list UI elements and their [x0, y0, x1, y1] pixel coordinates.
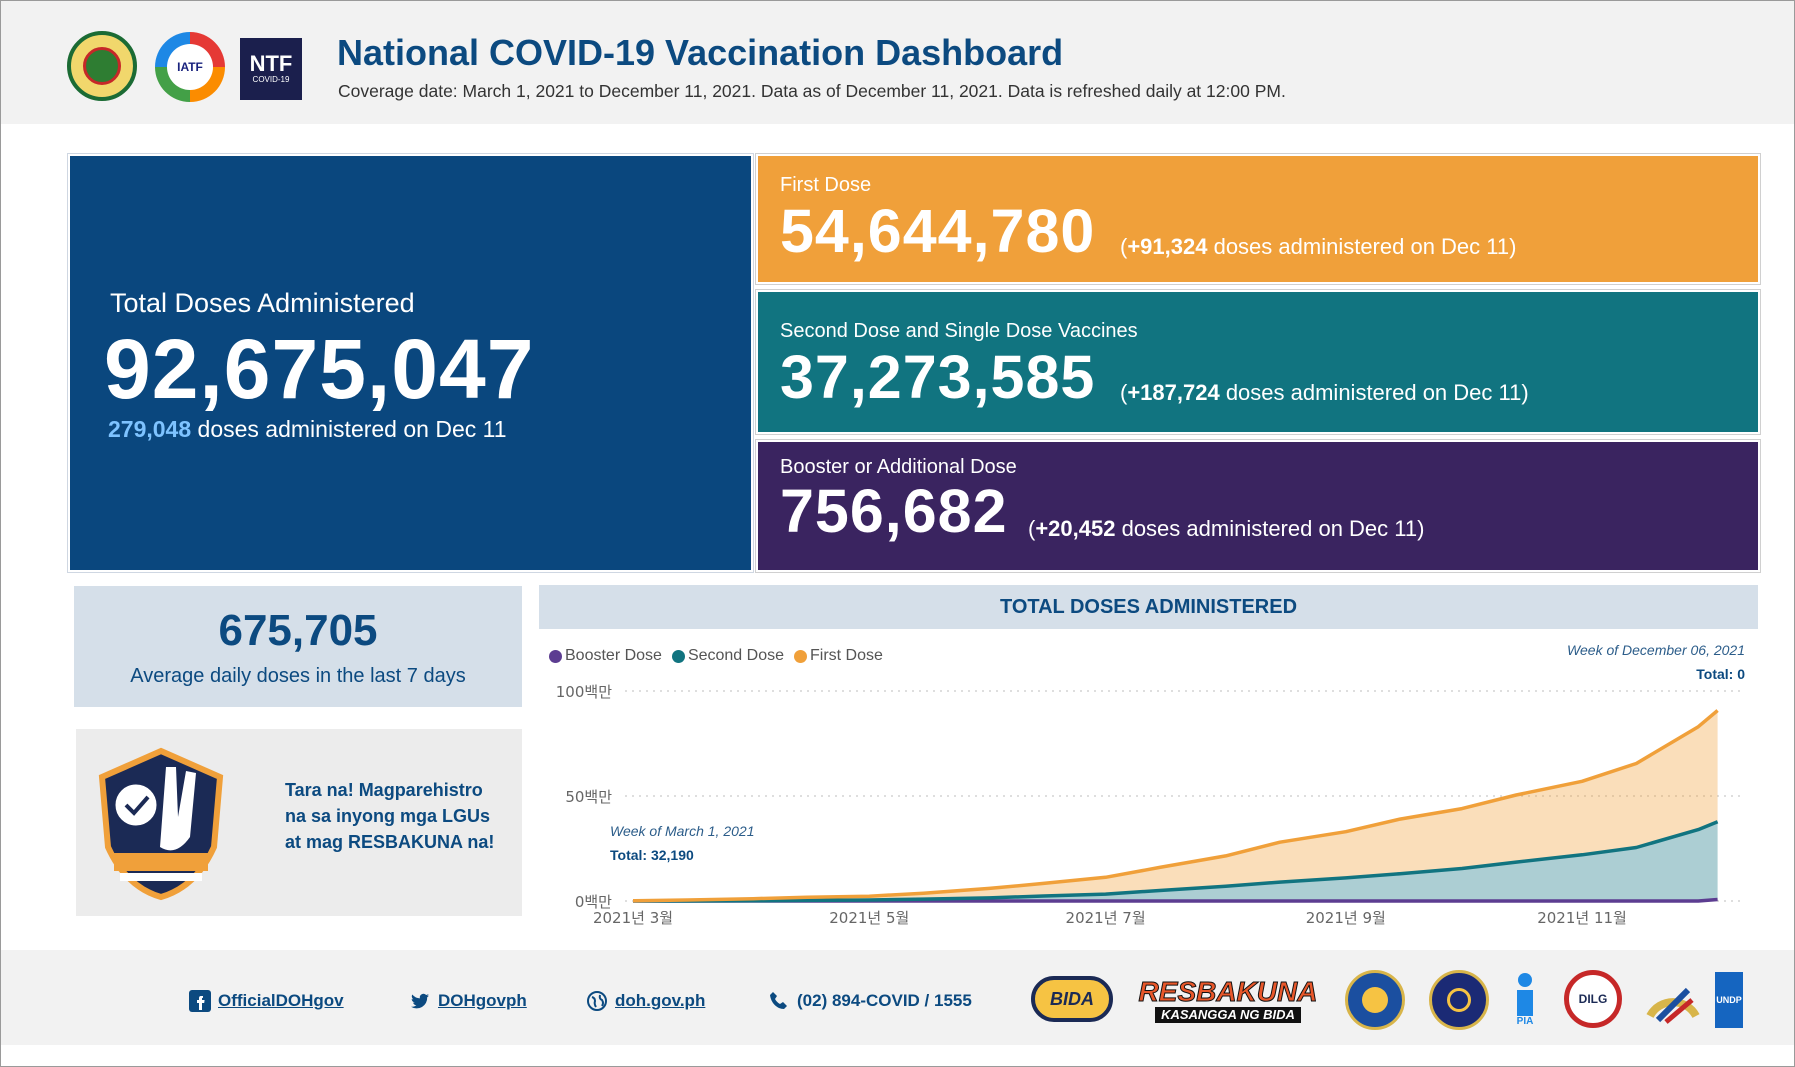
facebook-link[interactable]: OfficialDOHgov [189, 990, 344, 1012]
bida-logo-text: BIDA [1050, 988, 1094, 1009]
legend-first-label: First Dose [810, 647, 883, 664]
chart-tooltip-first: Week of March 1, 2021 Total: 32,190 [610, 823, 754, 863]
legend-first-swatch [794, 649, 807, 663]
chart-legend: Booster Dose Second Dose First Dose [549, 647, 883, 665]
legend-booster-label: Booster Dose [565, 647, 662, 664]
chart-title: TOTAL DOSES ADMINISTERED [539, 585, 1758, 629]
second-dose-delta: (+187,724 doses administered on Dec 11) [1120, 380, 1529, 406]
average-daily-label: Average daily doses in the last 7 days [130, 665, 466, 687]
promo-text: Tara na! Magparehistro na sa inyong mga … [285, 780, 495, 852]
twitter-link-label: DOHgovph [438, 991, 527, 1010]
government-seal-logo [1429, 970, 1489, 1030]
legend-item-second[interactable]: Second Dose [671, 647, 784, 665]
booster-dose-label: Booster or Additional Dose [780, 456, 1017, 478]
resbakuna-logo-text: RESBAKUNA [1138, 976, 1318, 1007]
first-dose-delta-value: +91,324 [1127, 234, 1208, 259]
delta-open: ( [1028, 516, 1036, 541]
pia-logo-text: PIA [1516, 1015, 1534, 1027]
booster-dose-value: 756,682 [780, 477, 1008, 545]
ntf-logo-text: NTF [249, 51, 293, 76]
twitter-icon [409, 990, 431, 1012]
total-doses-label: Total Doses Administered [110, 288, 415, 318]
pia-logo: PIA [1511, 970, 1539, 1030]
undp-logo-text: UNDP [1716, 995, 1742, 1005]
resbakuna-logo-subtext: KASANGGA NG BIDA [1155, 1007, 1301, 1023]
doh-seal-logo [67, 31, 137, 101]
booster-dose-delta-value: +20,452 [1035, 516, 1116, 541]
booster-dose-card: Booster or Additional Dose 756,682 (+20,… [755, 439, 1761, 573]
first-dose-value: 54,644,780 [780, 197, 1096, 265]
ntf-logo: NTF COVID-19 [240, 38, 302, 100]
booster-dose-delta-text: doses administered on Dec 11) [1115, 516, 1425, 541]
page-title: National COVID-19 Vaccination Dashboard [337, 32, 1064, 73]
second-dose-delta-text: doses administered on Dec 11) [1219, 380, 1529, 405]
iatf-logo: IATF [155, 32, 225, 102]
ntf-logo-subtext: COVID-19 [252, 75, 290, 84]
average-daily-card: 675,705 Average daily doses in the last … [74, 586, 522, 707]
globe-icon [586, 990, 608, 1012]
dilg-logo: DILG [1564, 970, 1622, 1028]
chart-tooltip-latest: Week of December 06, 2021 Total: 0 [1567, 642, 1745, 682]
second-dose-card: Second Dose and Single Dose Vaccines 37,… [755, 289, 1761, 435]
tooltip-first-week: Week of March 1, 2021 [610, 823, 755, 839]
delta-open: ( [1120, 234, 1128, 259]
website-link-label: doh.gov.ph [615, 991, 706, 1010]
legend-booster-swatch [549, 649, 562, 663]
phone-contact[interactable]: (02) 894-COVID / 1555 [768, 990, 972, 1012]
total-daily-text: doses administered on Dec 11 [197, 416, 507, 442]
first-dose-delta-text: doses administered on Dec 11) [1207, 234, 1517, 259]
total-doses-value: 92,675,047 [104, 322, 535, 416]
legend-item-first[interactable]: First Dose [794, 647, 883, 665]
bida-logo: BIDA [1031, 976, 1113, 1022]
resbakuna-badge-icon [98, 747, 224, 901]
phone-contact-label: (02) 894-COVID / 1555 [797, 991, 972, 1010]
website-link[interactable]: doh.gov.ph [586, 990, 705, 1012]
iatf-logo-text: IATF [167, 44, 213, 90]
tooltip-latest-week: Week of December 06, 2021 [1567, 642, 1745, 658]
average-daily-value: 675,705 [218, 606, 378, 655]
delta-open: ( [1120, 380, 1128, 405]
coverage-note: Coverage date: March 1, 2021 to December… [338, 81, 1286, 101]
second-dose-delta-value: +187,724 [1127, 380, 1220, 405]
facebook-link-label: OfficialDOHgov [218, 991, 344, 1010]
legend-second-label: Second Dose [687, 647, 784, 664]
footer: OfficialDOHgov DOHgovph doh.gov.ph (02) … [1, 950, 1794, 1045]
legend-second-swatch [671, 649, 685, 663]
twitter-link[interactable]: DOHgovph [409, 990, 527, 1012]
second-dose-value: 37,273,585 [780, 343, 1096, 411]
diligent-seal-logo [1642, 970, 1704, 1032]
first-dose-delta: (+91,324 doses administered on Dec 11) [1120, 234, 1516, 260]
total-daily-value: 279,048 [108, 416, 192, 442]
undp-logo: UNDP [1715, 972, 1743, 1028]
tooltip-first-total: Total: 32,190 [610, 847, 694, 863]
facebook-icon [189, 990, 211, 1012]
first-dose-label: First Dose [780, 174, 872, 196]
total-doses-card: Total Doses Administered 92,675,047 279,… [67, 153, 754, 573]
resbakuna-logo: RESBAKUNA KASANGGA NG BIDA [1136, 976, 1320, 1024]
first-dose-card: First Dose 54,644,780 (+91,324 doses adm… [755, 153, 1761, 285]
legend-item-booster[interactable]: Booster Dose [549, 647, 662, 665]
dilg-logo-text: DILG [1578, 992, 1608, 1006]
total-daily-line: 279,048 doses administered on Dec 11 [108, 416, 507, 443]
phone-icon [768, 990, 790, 1012]
booster-dose-delta: (+20,452 doses administered on Dec 11) [1028, 516, 1424, 542]
resbakuna-promo: Tara na! Magparehistro na sa inyong mga … [76, 729, 522, 916]
second-dose-label: Second Dose and Single Dose Vaccines [780, 320, 1138, 342]
pcoo-seal-logo [1345, 970, 1405, 1030]
tooltip-latest-total: Total: 0 [1696, 666, 1745, 682]
header: IATF NTF COVID-19 National COVID-19 Vacc… [1, 1, 1794, 124]
